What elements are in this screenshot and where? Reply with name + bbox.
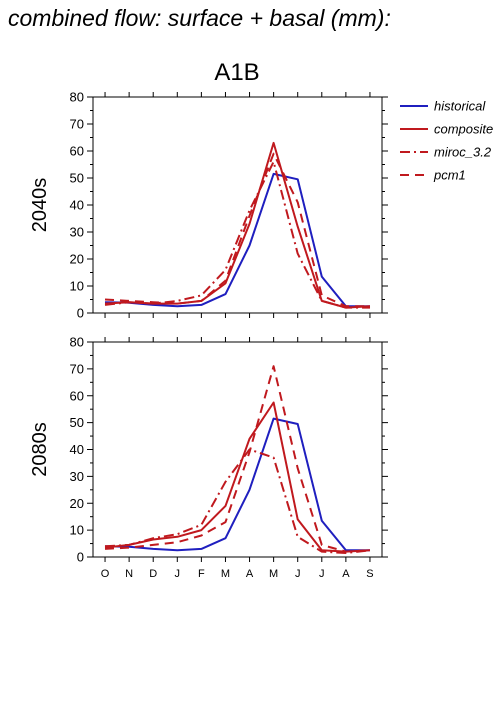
series-line-miroc_3.2 (104, 160, 370, 309)
y-tick-label: 80 (70, 335, 84, 350)
panel-label: 2080s (29, 422, 51, 477)
series-line-historical (104, 417, 370, 552)
series-line-composite (104, 141, 371, 309)
x-tick-label: M (269, 568, 278, 580)
legend: historical composite miroc_3.2 pcm1 (400, 99, 493, 183)
legend-label-historical: historical (434, 99, 486, 114)
x-tick-label: J (319, 568, 325, 580)
y-tick-label: 70 (70, 361, 84, 376)
y-tick-label: 20 (70, 496, 84, 511)
scenario-label: A1B (214, 59, 259, 86)
x-tick-label: N (125, 568, 133, 580)
x-tick-label: S (366, 568, 373, 580)
x-tick-label: J (175, 568, 181, 580)
panel-label: 2040s (29, 178, 51, 233)
plot-frame (92, 96, 383, 314)
y-tick-label: 40 (70, 198, 84, 213)
x-tick-label: A (246, 568, 254, 580)
series-line-pcm1 (104, 365, 371, 553)
series-line-composite (104, 401, 371, 553)
y-tick-label: 10 (70, 279, 84, 294)
y-tick-label: 40 (70, 442, 84, 457)
y-tick-label: 30 (70, 469, 84, 484)
plot-frame (92, 341, 383, 558)
panel-2080s: 0 10 20 30 40 50 60 70 80 O N D J F M A M J J A S 2080s (29, 335, 388, 580)
y-tick-label: 70 (70, 117, 84, 132)
x-tick-label: O (101, 568, 110, 580)
y-tick-label: 20 (70, 252, 84, 267)
panel-2040s: 0 10 20 30 40 50 60 70 80 2040s (29, 90, 388, 321)
legend-label-pcm1: pcm1 (433, 168, 466, 183)
legend-label-composite: composite (434, 122, 493, 137)
y-tick-label: 80 (70, 90, 84, 105)
y-tick-label: 0 (77, 306, 84, 321)
series-line-pcm1 (104, 152, 370, 308)
y-tick-label: 10 (70, 523, 84, 538)
x-tick-label: D (149, 568, 157, 580)
y-tick-label: 30 (70, 225, 84, 240)
series-line-historical (104, 172, 370, 308)
series-line-miroc_3.2 (104, 448, 371, 554)
y-tick-label: 60 (70, 144, 84, 159)
y-tick-label: 60 (70, 388, 84, 403)
x-tick-label: F (198, 568, 205, 580)
y-tick-label: 50 (70, 171, 84, 186)
y-tick-label: 0 (77, 550, 84, 565)
x-tick-label: M (221, 568, 230, 580)
figure-title: combined flow: surface + basal (mm): (8, 5, 391, 31)
legend-label-miroc: miroc_3.2 (434, 145, 492, 160)
y-tick-label: 50 (70, 415, 84, 430)
x-tick-label: J (295, 568, 301, 580)
panels: 0 10 20 30 40 50 60 70 80 2040s 0 10 20 30 40 50 60 70 80 O… (29, 90, 388, 580)
x-tick-label: A (342, 568, 350, 580)
